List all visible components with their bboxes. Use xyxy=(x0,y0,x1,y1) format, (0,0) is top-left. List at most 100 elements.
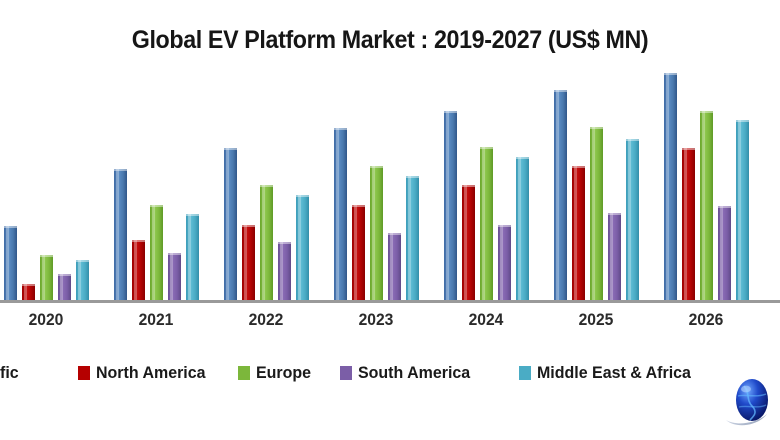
bar-cap xyxy=(75,260,89,263)
bar-2023-middle-east-africa[interactable] xyxy=(405,176,419,301)
bar-2021-north-america[interactable] xyxy=(131,240,145,301)
bar-cap xyxy=(625,138,639,141)
bar-group-2023 xyxy=(333,60,419,302)
bar-2021-europe[interactable] xyxy=(149,204,163,302)
bar-2023-asia-pacific[interactable] xyxy=(333,128,347,301)
bar-cap xyxy=(259,184,273,187)
bar-2020-north-america[interactable] xyxy=(21,284,35,301)
x-axis-tick-labels: 2020 2021 2022 2023 2024 2025 2026 xyxy=(0,310,780,338)
bar-cap xyxy=(607,212,621,215)
legend-label-europe: Europe xyxy=(256,363,312,382)
bar-2025-asia-pacific[interactable] xyxy=(553,90,567,301)
bar-2026-south-america[interactable] xyxy=(717,205,731,302)
bar-2024-south-america[interactable] xyxy=(497,224,511,302)
bar-cap xyxy=(443,111,457,114)
bar-cap xyxy=(351,204,365,207)
x-tick-label-2021: 2021 xyxy=(138,310,174,329)
bar-2021-south-america[interactable] xyxy=(167,252,181,302)
bar-cap xyxy=(113,168,127,171)
bar-2023-south-america[interactable] xyxy=(387,232,401,302)
bar-cap xyxy=(497,224,511,227)
plot-area xyxy=(0,60,780,302)
bar-cap xyxy=(663,72,677,75)
x-tick-label-2025: 2025 xyxy=(578,310,614,329)
bar-2024-europe[interactable] xyxy=(479,146,493,302)
bar-2025-south-america[interactable] xyxy=(607,212,621,302)
legend-label-north-america: North America xyxy=(96,363,206,382)
bar-cap xyxy=(149,204,163,207)
x-tick-label-2023: 2023 xyxy=(358,310,394,329)
bar-2023-north-america[interactable] xyxy=(351,204,365,302)
bar-2025-europe[interactable] xyxy=(589,127,603,301)
bar-group-2021 xyxy=(113,60,199,302)
legend-swatch-middle-east-africa xyxy=(519,366,531,380)
bar-2026-north-america[interactable] xyxy=(681,148,695,301)
bar-cap xyxy=(461,184,475,187)
bar-2024-north-america[interactable] xyxy=(461,184,475,302)
legend-item-asia-pacific[interactable]: fic xyxy=(0,362,20,384)
globe-logo-icon xyxy=(722,374,774,432)
bar-cap xyxy=(3,225,17,228)
bar-2025-middle-east-africa[interactable] xyxy=(625,138,639,302)
bar-2020-south-america[interactable] xyxy=(57,273,71,302)
bar-2026-europe[interactable] xyxy=(699,111,713,301)
legend-item-middle-east-africa[interactable]: Middle East & Africa xyxy=(519,362,701,384)
legend-label-south-america: South America xyxy=(358,363,471,382)
bar-cap xyxy=(39,254,53,257)
bar-2022-asia-pacific[interactable] xyxy=(223,148,237,301)
legend-label-asia-pacific: fic xyxy=(0,363,19,382)
bar-cap xyxy=(387,232,401,235)
chart-legend: fic North America Europe South America Middl… xyxy=(0,362,780,388)
x-tick-label-2020: 2020 xyxy=(28,310,64,329)
bar-2024-middle-east-africa[interactable] xyxy=(515,157,529,301)
bar-cap xyxy=(295,195,309,198)
bar-cap xyxy=(717,205,731,208)
bar-2021-asia-pacific[interactable] xyxy=(113,168,127,302)
bar-2022-north-america[interactable] xyxy=(241,224,255,302)
bar-group-2025 xyxy=(553,60,639,302)
legend-item-south-america[interactable]: South America xyxy=(340,362,477,384)
x-axis-line xyxy=(0,300,780,303)
bar-cap xyxy=(571,165,585,168)
bar-cap xyxy=(131,240,145,243)
bar-cap xyxy=(735,119,749,122)
bar-2022-south-america[interactable] xyxy=(277,242,291,301)
bar-2023-europe[interactable] xyxy=(369,165,383,302)
legend-swatch-north-america xyxy=(78,366,90,380)
bar-group-2024 xyxy=(443,60,529,302)
bar-cap xyxy=(21,284,35,287)
bar-2022-middle-east-africa[interactable] xyxy=(295,195,309,301)
bar-2024-asia-pacific[interactable] xyxy=(443,111,457,301)
bar-2021-middle-east-africa[interactable] xyxy=(185,214,199,301)
bar-cap xyxy=(223,148,237,151)
bar-cap xyxy=(241,224,255,227)
bar-cap xyxy=(369,165,383,168)
bar-cap xyxy=(277,242,291,245)
chart-title: Global EV Platform Market : 2019-2027 (U… xyxy=(131,26,649,54)
bar-cap xyxy=(185,214,199,217)
bar-2025-north-america[interactable] xyxy=(571,165,585,302)
bar-cap xyxy=(681,148,695,151)
x-tick-label-2022: 2022 xyxy=(248,310,284,329)
bar-cap xyxy=(553,90,567,93)
bar-2020-europe[interactable] xyxy=(39,254,53,302)
bar-2020-asia-pacific[interactable] xyxy=(3,225,17,302)
legend-swatch-europe xyxy=(238,366,250,380)
bar-group-2026 xyxy=(663,60,749,302)
bar-cap xyxy=(405,176,419,179)
bar-cap xyxy=(167,252,181,255)
bar-cap xyxy=(699,111,713,114)
legend-item-europe[interactable]: Europe xyxy=(238,362,315,384)
bar-cap xyxy=(57,273,71,276)
bar-2022-europe[interactable] xyxy=(259,184,273,302)
bar-2026-middle-east-africa[interactable] xyxy=(735,119,749,302)
bar-cap xyxy=(589,127,603,130)
bar-group-2022 xyxy=(223,60,309,302)
bar-cap xyxy=(479,146,493,149)
x-tick-label-2024: 2024 xyxy=(468,310,504,329)
bar-2020-middle-east-africa[interactable] xyxy=(75,260,89,301)
bar-2026-asia-pacific[interactable] xyxy=(663,72,677,302)
legend-item-north-america[interactable]: North America xyxy=(78,362,213,384)
legend-swatch-south-america xyxy=(340,366,352,380)
